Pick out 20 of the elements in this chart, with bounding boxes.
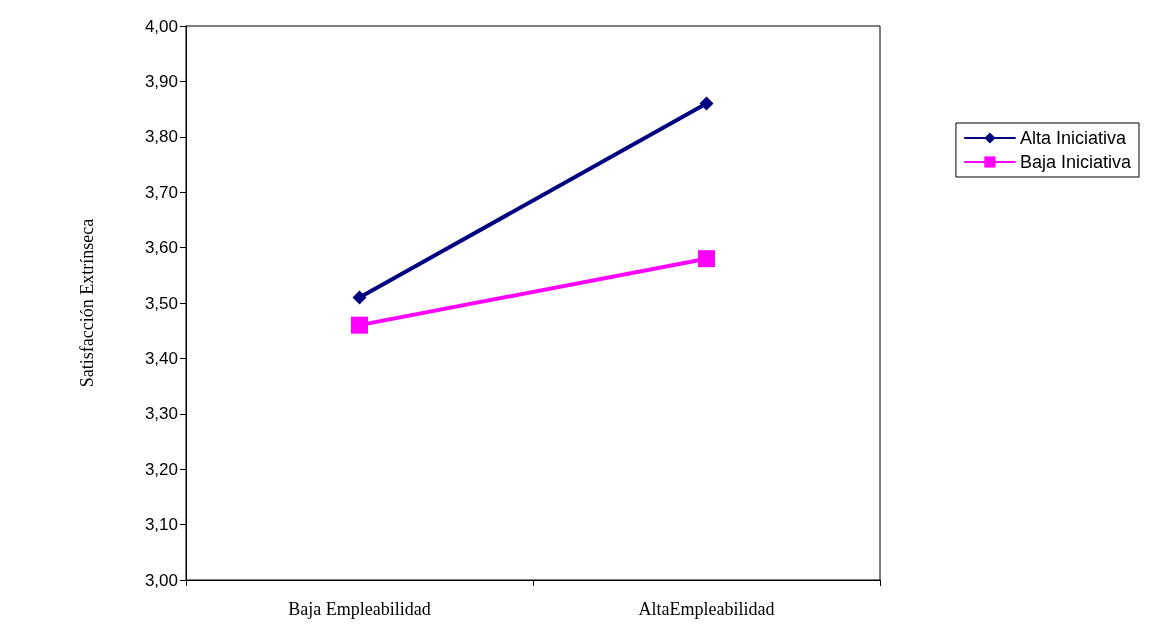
- legend-label: Baja Iniciativa: [1019, 152, 1132, 172]
- point: [698, 250, 715, 268]
- y-tick-label: 3,60: [144, 238, 178, 258]
- y-axis-title: Satisfacción Extrínseca: [77, 218, 97, 388]
- y-tick-label: 3,10: [144, 515, 178, 535]
- y-tick-label: 3,80: [144, 127, 178, 147]
- point: [351, 316, 368, 334]
- legend-label: Alta Iniciativa: [1019, 128, 1127, 148]
- y-tick-label: 3,00: [144, 570, 178, 590]
- y-tick-label: 3,90: [144, 71, 178, 91]
- y-tick-label: 3,20: [144, 459, 178, 479]
- y-tick-label: 4,00: [144, 16, 178, 36]
- x-tick-label: Baja Empleabilidad: [288, 599, 431, 619]
- point: [352, 290, 367, 305]
- y-tick-label: 3,50: [144, 293, 178, 313]
- point: [699, 96, 714, 111]
- y-tick-label: 3,70: [144, 182, 178, 202]
- y-tick-label: 3,40: [144, 348, 178, 368]
- y-tick-label: 3,30: [144, 404, 178, 424]
- x-tick-label: AltaEmpleabilidad: [638, 599, 775, 619]
